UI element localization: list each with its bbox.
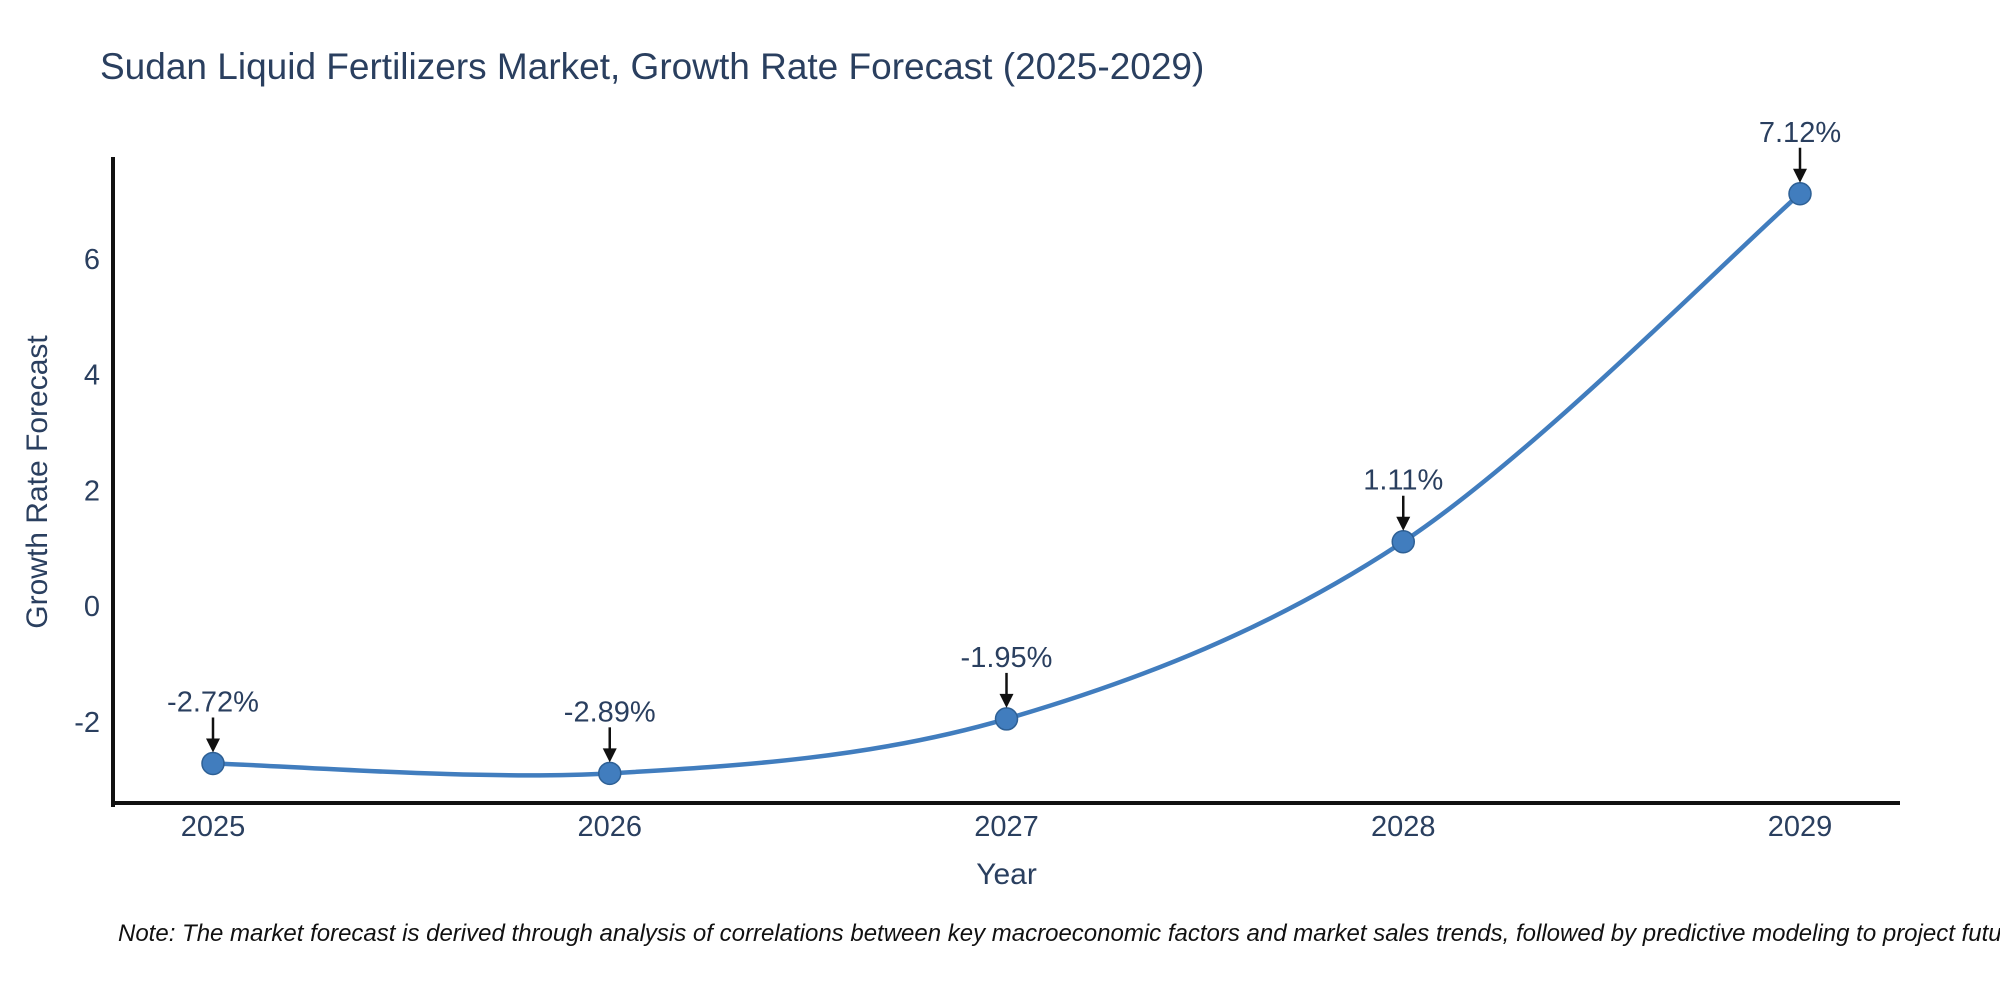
point-value-label: -2.72%: [167, 686, 259, 718]
forecast-line: [210, 191, 1803, 778]
x-tick-label: 2025: [181, 811, 246, 843]
y-tick-label: 4: [84, 360, 100, 392]
data-point-marker: [201, 751, 225, 776]
annotation-arrowhead-icon: [1793, 168, 1807, 183]
data-point-marker: [1391, 529, 1415, 554]
x-tick-label: 2027: [974, 811, 1039, 843]
data-point-marker: [994, 707, 1019, 731]
chart-title: Sudan Liquid Fertilizers Market, Growth …: [100, 46, 1205, 87]
data-point-marker: [598, 761, 622, 786]
y-tick-label: 2: [84, 475, 100, 507]
y-tick-label: 0: [84, 591, 100, 623]
y-axis-title: Growth Rate Forecast: [21, 335, 54, 629]
data-point-marker: [1788, 182, 1812, 206]
annotation-arrowhead-icon: [206, 738, 220, 753]
annotation-arrowhead-icon: [999, 693, 1014, 708]
point-value-label: 7.12%: [1759, 117, 1841, 149]
point-value-label: -2.89%: [564, 696, 656, 728]
x-tick-label: 2026: [577, 811, 642, 843]
annotation-arrowhead-icon: [1396, 516, 1411, 531]
point-value-label: -1.95%: [961, 642, 1053, 674]
x-tick-label: 2029: [1768, 811, 1833, 843]
point-value-label: 1.11%: [1363, 465, 1443, 497]
y-tick-label: 6: [84, 244, 100, 276]
y-tick-label: -2: [74, 707, 100, 739]
x-axis-title: Year: [976, 858, 1037, 891]
annotation-arrowhead-icon: [602, 748, 617, 763]
x-tick-label: 2028: [1371, 811, 1436, 843]
footnote: Note: The market forecast is derived thr…: [118, 920, 2000, 947]
